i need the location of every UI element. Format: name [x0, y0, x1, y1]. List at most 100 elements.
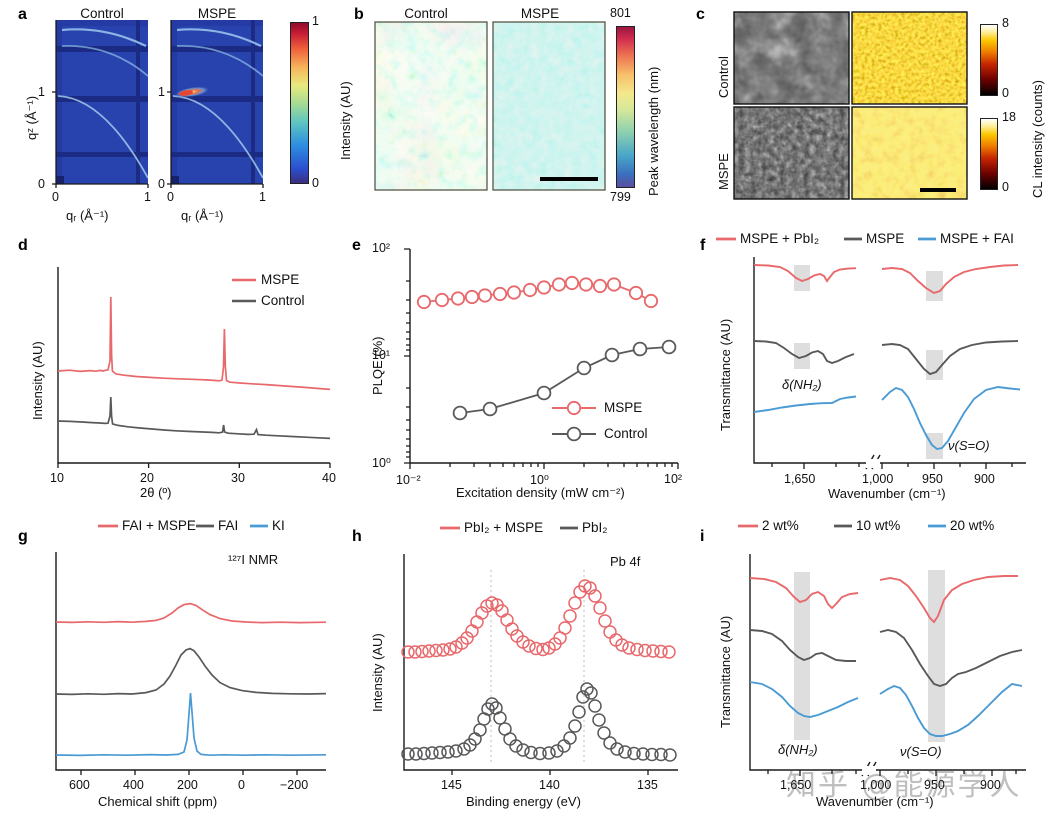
- panel-b-label: b: [354, 6, 364, 23]
- panel-i: i Transmittance (AU) Wavenumber (cm⁻¹): [696, 512, 1045, 819]
- panel-i-plot: [738, 524, 1026, 777]
- panel-e-xlabel: Excitation density (mW cm⁻²): [456, 485, 625, 500]
- panel-e: e PLQE (%) Excitation density (mW cm⁻²): [348, 235, 696, 510]
- panel-a2-xtick-1: 1: [259, 190, 266, 204]
- panel-f-xtick-1: 1,000: [862, 472, 894, 486]
- panel-f-series-mspe-fai: [753, 386, 1021, 451]
- panel-i-series-2wt: [749, 575, 1018, 624]
- panel-i-shade-so: [928, 570, 945, 742]
- panel-a-xtick-0: 0: [52, 190, 59, 204]
- panel-a2-ytick-1: 1: [158, 85, 165, 99]
- panel-f-xtick-2: 950: [922, 472, 943, 486]
- panel-i-shade-nh2: [794, 572, 810, 740]
- panel-f-series-mspe: [753, 340, 1019, 376]
- panel-i-annot-so: ν(S=O): [900, 744, 942, 759]
- panel-f-shade-so-mid: [926, 350, 943, 380]
- panel-h-series-pbi2: [401, 682, 677, 762]
- panel-a-colorbar-max: 1: [312, 14, 319, 28]
- panel-e-legend-mspe: MSPE: [604, 400, 643, 415]
- panel-b-title-mspe: MSPE: [520, 6, 560, 21]
- panel-g-plot: [55, 524, 327, 775]
- panel-h-plot: [401, 526, 678, 775]
- panel-e-xtick-2: 10²: [664, 472, 683, 486]
- panel-g-legend-1: FAI: [218, 518, 239, 533]
- panel-i-series-10wt: [749, 629, 1023, 688]
- panel-d-xtick-2: 30: [231, 471, 245, 485]
- panel-e-xtick-1: 10⁰: [530, 473, 549, 487]
- watermark: 知乎 @能源学人: [786, 768, 1022, 803]
- panel-f-xlabel: Wavenumber (cm⁻¹): [828, 486, 946, 501]
- panel-e-legend-control: Control: [604, 426, 648, 441]
- panel-d-series-control: [57, 396, 331, 440]
- panel-a: a Control MSPE: [0, 0, 353, 232]
- panel-b-scale-bar: [540, 177, 598, 181]
- panel-c-cb1-min: 0: [1002, 86, 1009, 100]
- panel-g-xtick-2: 200: [177, 778, 198, 792]
- panel-c: c Control MSPE: [692, 0, 1045, 232]
- panel-a-label: a: [18, 6, 27, 23]
- panel-c-cb2-min: 0: [1002, 180, 1009, 194]
- panel-b: b Control MSPE: [348, 0, 661, 232]
- panel-f-label: f: [700, 237, 706, 254]
- panel-g-series-fai: [55, 647, 327, 696]
- panel-f-plot: [716, 237, 1026, 470]
- panel-b-map-control: [374, 21, 488, 191]
- panel-f-annot-nh2: δ(NH₂): [782, 377, 822, 392]
- panel-i-xtick-2: 950: [924, 778, 945, 792]
- panel-g-xtick-1: 400: [123, 778, 144, 792]
- panel-c-sem-control: [733, 11, 850, 105]
- panel-g-legend-2: KI: [272, 518, 285, 533]
- panel-c-cb1-max: 8: [1002, 16, 1009, 30]
- panel-b-title-control: Control: [404, 6, 448, 21]
- panel-a-title-mspe: MSPE: [197, 6, 237, 21]
- panel-h: h Intensity (AU) Binding energy (eV): [348, 512, 696, 819]
- panel-c-sem-mspe: [733, 106, 850, 200]
- panel-b-colorbar-min: 799: [610, 190, 631, 204]
- panel-f: f Transmittance (AU) Wavenumber (cm⁻¹): [696, 231, 1045, 510]
- panel-f-shade-nh2-top: [794, 265, 810, 291]
- panel-c-colorbar-control: [980, 24, 998, 96]
- panel-d-xtick-1: 20: [140, 471, 154, 485]
- panel-c-cb2-max: 18: [1002, 110, 1016, 124]
- panel-a-colorbar-min: 0: [312, 176, 319, 190]
- panel-a2-xtick-0: 0: [167, 190, 174, 204]
- panel-f-shade-so-top: [926, 271, 943, 301]
- panel-h-legend-0: PbI₂ + MSPE: [464, 520, 544, 535]
- panel-i-series-20wt: [749, 681, 1023, 737]
- panel-f-xtick-0: 1,650: [784, 472, 816, 486]
- panel-g-xtick-4: −200: [280, 778, 309, 792]
- panel-f-annot-so: ν(S=O): [948, 438, 990, 453]
- panel-d-label: d: [18, 237, 28, 254]
- panel-g-xtick-3: 0: [238, 778, 245, 792]
- panel-i-label: i: [700, 528, 705, 545]
- panel-c-cl-control: [851, 11, 968, 105]
- panel-e-ytick-2: 10²: [372, 241, 391, 255]
- panel-e-xtick-0: 10⁻²: [396, 473, 421, 487]
- panel-g-label: g: [18, 528, 28, 545]
- panel-b-colorbar-label: Peak wavelength (nm): [646, 66, 661, 196]
- panel-d-series-mspe: [57, 296, 331, 391]
- panel-e-plot: [404, 248, 679, 469]
- panel-h-xtick-1: 140: [539, 778, 560, 792]
- panel-e-series-mspe: [416, 275, 659, 310]
- panel-f-xtick-3: 900: [974, 472, 995, 486]
- panel-h-label: h: [352, 528, 362, 545]
- panel-i-legend-2: 20 wt%: [950, 518, 995, 533]
- panel-a-title-control: Control: [80, 6, 124, 21]
- panel-b-map-mspe: [492, 21, 606, 191]
- panel-g: g Chemical shift (ppm) FAI + MSPE FAI KI…: [0, 512, 348, 819]
- panel-h-series-pbi2-mspe: [401, 579, 676, 659]
- panel-a-map-mspe: [171, 20, 263, 184]
- panel-e-series-control: [452, 339, 677, 421]
- panel-a-ytick-0: 0: [38, 177, 45, 191]
- panel-c-colorbar-mspe: [980, 118, 998, 190]
- panel-g-series-fai-mspe: [55, 602, 327, 624]
- panel-g-nmr-label: ¹²⁷I NMR: [228, 552, 279, 567]
- panel-d: d Intensity (AU) 2θ (º) MSPE Control 10 …: [0, 235, 348, 510]
- panel-i-xlabel: Wavenumber (cm⁻¹): [816, 794, 934, 809]
- panel-d-xlabel: 2θ (º): [140, 485, 172, 500]
- panel-i-xtick-0: 1,650: [780, 778, 812, 792]
- panel-e-ytick-1: 10¹: [372, 348, 391, 362]
- panel-c-label: c: [696, 6, 705, 23]
- panel-f-legend-1: MSPE: [866, 231, 905, 246]
